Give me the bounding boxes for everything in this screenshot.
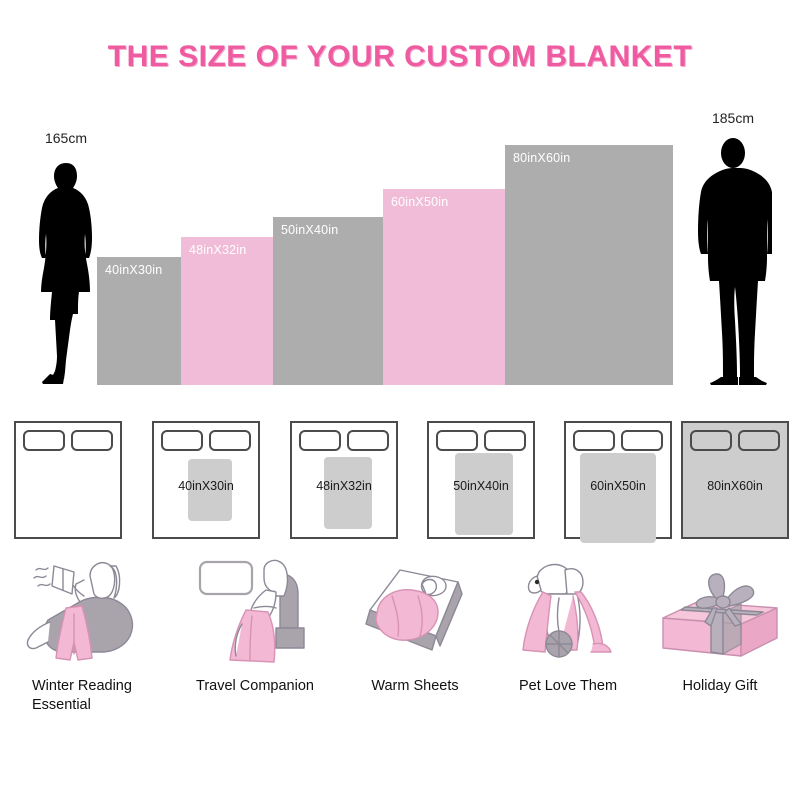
use-case-caption: Holiday Gift [682, 678, 758, 694]
bed-diagram-50inX40in: 50inX40in [427, 421, 535, 539]
use-case-holiday-gift: Holiday Gift [645, 552, 795, 732]
use-case-pet-love-them: Pet Love Them [493, 552, 643, 732]
pillow-pair [573, 430, 663, 451]
man-silhouette-icon [698, 138, 772, 385]
pillow-icon [436, 430, 478, 451]
bed-with-blanket-illustration [365, 569, 463, 651]
use-case-caption: Pet Love Them [518, 678, 618, 694]
bed-size-label: 48inX32in [316, 479, 372, 493]
bed-comparison-row: 40inX30in 48inX32in 50inX40in 60inX50in … [0, 415, 800, 545]
bed-diagram-60inX50in: 60inX50in [564, 421, 672, 543]
woman-figure: 165cm [30, 130, 102, 385]
pillow-icon [71, 430, 113, 451]
woman-height-label: 165cm [44, 130, 88, 146]
bed-size-label: 80inX60in [707, 479, 763, 493]
use-case-warm-sheets: Warm Sheets [340, 552, 490, 732]
pillow-pair [161, 430, 251, 451]
blanket-overlay [188, 459, 232, 521]
pillow-pair [23, 430, 113, 451]
bed-size-label: 60inX50in [590, 479, 646, 493]
size-bar-40inX30in: 40inX30in [97, 257, 181, 385]
size-bar-60inX50in: 60inX50in [383, 189, 505, 385]
pillow-icon [738, 430, 780, 451]
pillow-icon [299, 430, 341, 451]
use-case-caption: Warm Sheets [371, 678, 459, 694]
size-bar-label: 48inX32in [189, 243, 247, 257]
pillow-pair [690, 430, 780, 451]
use-case-caption: Travel Companion [196, 678, 314, 694]
size-bar-label: 50inX40in [281, 223, 339, 237]
pillow-icon [621, 430, 663, 451]
size-bar-48inX32in: 48inX32in [181, 237, 273, 385]
dog-with-blanket-illustration [522, 563, 612, 658]
size-bar-label: 40inX30in [105, 263, 163, 277]
gift-box-illustration [662, 573, 778, 657]
pillow-pair [299, 430, 389, 451]
blanket-overlay [455, 453, 513, 535]
bed-size-label: 40inX30in [178, 479, 234, 493]
pillow-icon [690, 430, 732, 451]
size-bar-50inX40in: 50inX40in [273, 217, 383, 385]
bed-diagram-empty [14, 421, 122, 539]
bed-diagram-48inX32in: 48inX32in [290, 421, 398, 539]
pillow-icon [347, 430, 389, 451]
pillow-pair [436, 430, 526, 451]
pillow-icon [161, 430, 203, 451]
size-bar-80inX60in: 80inX60in [505, 145, 673, 385]
pillow-icon [23, 430, 65, 451]
blanket-overlay [580, 453, 656, 543]
pillow-icon [484, 430, 526, 451]
use-case-caption: Winter Reading Essential [32, 678, 132, 713]
person-airplane-seat-illustration [198, 559, 305, 663]
man-height-label: 185cm [711, 110, 755, 126]
bed-diagram-80inX60in: 80inX60in [681, 421, 789, 539]
use-case-travel-companion: Travel Companion [180, 552, 330, 732]
use-case-row: Winter Reading Essential [0, 552, 800, 732]
pillow-icon [573, 430, 615, 451]
size-comparison-chart: 165cm 185cm 40inX30in 48inX32in 50inX40i… [0, 110, 800, 385]
bed-size-label: 50inX40in [453, 479, 509, 493]
use-case-winter-reading: Winter Reading Essential [14, 552, 164, 732]
bed-diagram-40inX30in: 40inX30in [152, 421, 260, 539]
person-reading-beanbag-illustration [26, 562, 134, 661]
man-figure: 185cm [694, 110, 772, 385]
woman-silhouette-icon [39, 163, 92, 384]
page-title: THE SIZE OF YOUR CUSTOM BLANKET [107, 40, 693, 73]
blanket-overlay [324, 457, 372, 529]
pillow-icon [209, 430, 251, 451]
size-bar-label: 80inX60in [513, 151, 571, 165]
size-bar-label: 60inX50in [391, 195, 449, 209]
